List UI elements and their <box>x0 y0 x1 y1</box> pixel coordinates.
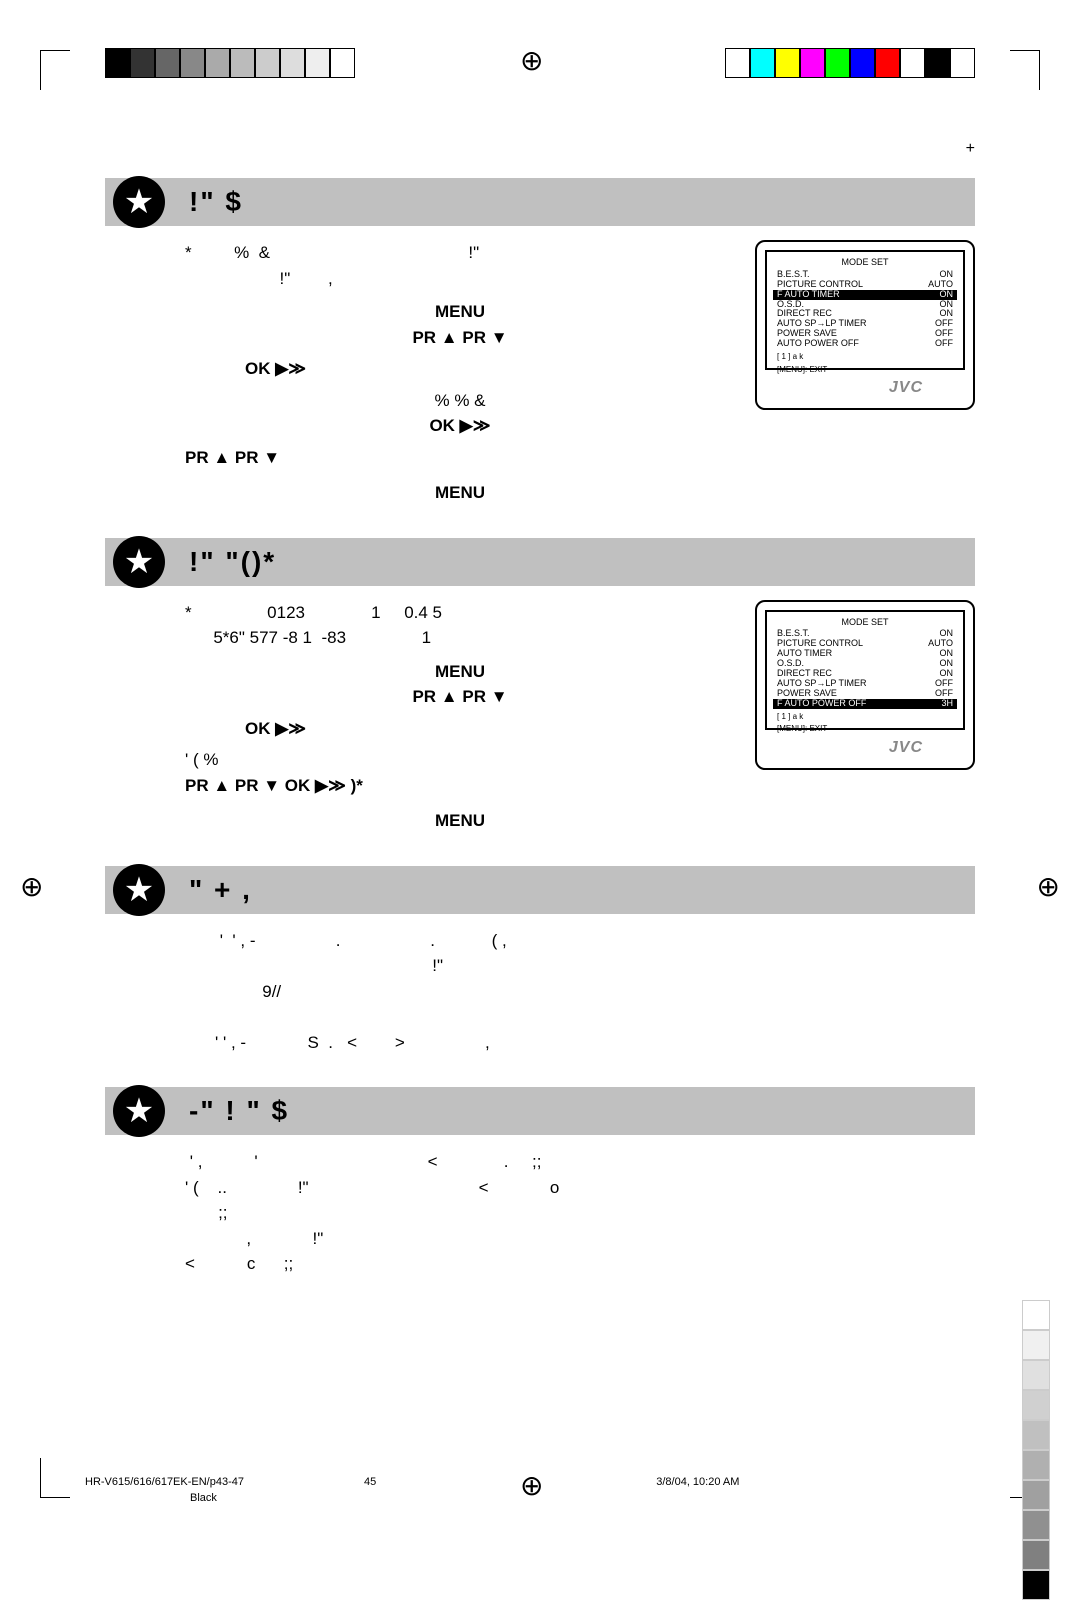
step4a: ' ( % <box>185 750 218 769</box>
section-body: ' ' , - . . ( , !" 9// ' ' , - S . < > , <box>105 928 975 1056</box>
section-title: !" "()* <box>189 546 276 578</box>
registration-mark-left: ⊕ <box>20 870 43 903</box>
star-icon: ★ <box>113 536 165 588</box>
page-number: + <box>105 140 975 158</box>
footer-page: 45 <box>364 1476 376 1488</box>
page-content: + ★ !" $ * % & !" !" , MENU <box>105 140 975 1418</box>
color-bar-right <box>725 48 975 78</box>
tv-diagram-2: MODE SET B.E.S.T.ONPICTURE CONTROLAUTOAU… <box>755 600 975 770</box>
section-intro: * % & !" !" , <box>185 240 735 291</box>
section-header: ★ !" "()* <box>105 538 975 586</box>
pr-label: PR ▲ PR ▼ <box>412 687 507 706</box>
footer: HR-V615/616/617EK-EN/p43-47 45 3/8/04, 1… <box>85 1476 995 1488</box>
footer-timestamp: 3/8/04, 10:20 AM <box>656 1476 739 1488</box>
pr-label-2: PR ▲ PR ▼ <box>185 448 280 467</box>
tv-foot1: [ 1 ] a k <box>773 713 957 722</box>
menu-label-2: MENU <box>435 811 485 830</box>
tv-menu-row: AUTO POWER OFFOFF <box>773 339 957 349</box>
section-1: ★ !" $ * % & !" !" , MENU PR ▲ PR ▼ <box>105 178 975 506</box>
tv-foot1: [ 1 ] a k <box>773 353 957 362</box>
ok-label: OK ▶≫ <box>245 719 306 738</box>
section-header: ★ -" ! " $ <box>105 1087 975 1135</box>
star-icon: ★ <box>113 864 165 916</box>
section-header: ★ !" $ <box>105 178 975 226</box>
section-title: !" $ <box>189 186 243 218</box>
step4b: PR ▲ PR ▼ OK ▶≫ )* <box>185 776 363 795</box>
menu-label: MENU <box>435 302 485 321</box>
menu-label-2: MENU <box>435 483 485 502</box>
ok-label-2: OK ▶≫ <box>429 416 490 435</box>
side-grayscale <box>1022 1300 1050 1600</box>
star-icon: ★ <box>113 176 165 228</box>
section-intro: * 0123 1 0.4 5 5*6" 577 -8 1 -83 1 <box>185 600 735 651</box>
ok-label: OK ▶≫ <box>245 359 306 378</box>
tv-foot2: [MENU]: EXIT <box>773 366 957 375</box>
footer-filename: HR-V615/616/617EK-EN/p43-47 <box>85 1476 244 1488</box>
star-icon: ★ <box>113 1085 165 1137</box>
section-4: ★ -" ! " $ ' , ' < . ;; ' ( .. !" < o ;; <box>105 1087 975 1277</box>
section-body: ' , ' < . ;; ' ( .. !" < o ;; , !" < <box>105 1149 975 1277</box>
registration-mark-top: ⊕ <box>520 44 543 77</box>
jvc-logo: JVC <box>889 736 923 760</box>
section-title: " + , <box>189 874 252 906</box>
tv-title: MODE SET <box>773 618 957 628</box>
jvc-logo: JVC <box>889 376 923 400</box>
tv-foot2: [MENU]: EXIT <box>773 725 957 734</box>
section-3: ★ " + , ' ' , - . . ( , !" 9// ' ' , - S… <box>105 866 975 1056</box>
color-bar-left <box>105 48 355 78</box>
tv-title: MODE SET <box>773 258 957 268</box>
registration-mark-right: ⊕ <box>1037 870 1060 903</box>
tv-menu-row: F AUTO POWER OFF3H <box>773 699 957 709</box>
footer-color: Black <box>190 1492 217 1504</box>
section-title: -" ! " $ <box>189 1095 289 1127</box>
step3-text: % % & <box>434 391 485 410</box>
tv-diagram-1: MODE SET B.E.S.T.ONPICTURE CONTROLAUTOF … <box>755 240 975 410</box>
menu-label: MENU <box>435 662 485 681</box>
section-header: ★ " + , <box>105 866 975 914</box>
section-2: ★ !" "()* * 0123 1 0.4 5 5*6" 577 -8 1 -… <box>105 538 975 834</box>
pr-label: PR ▲ PR ▼ <box>412 328 507 347</box>
